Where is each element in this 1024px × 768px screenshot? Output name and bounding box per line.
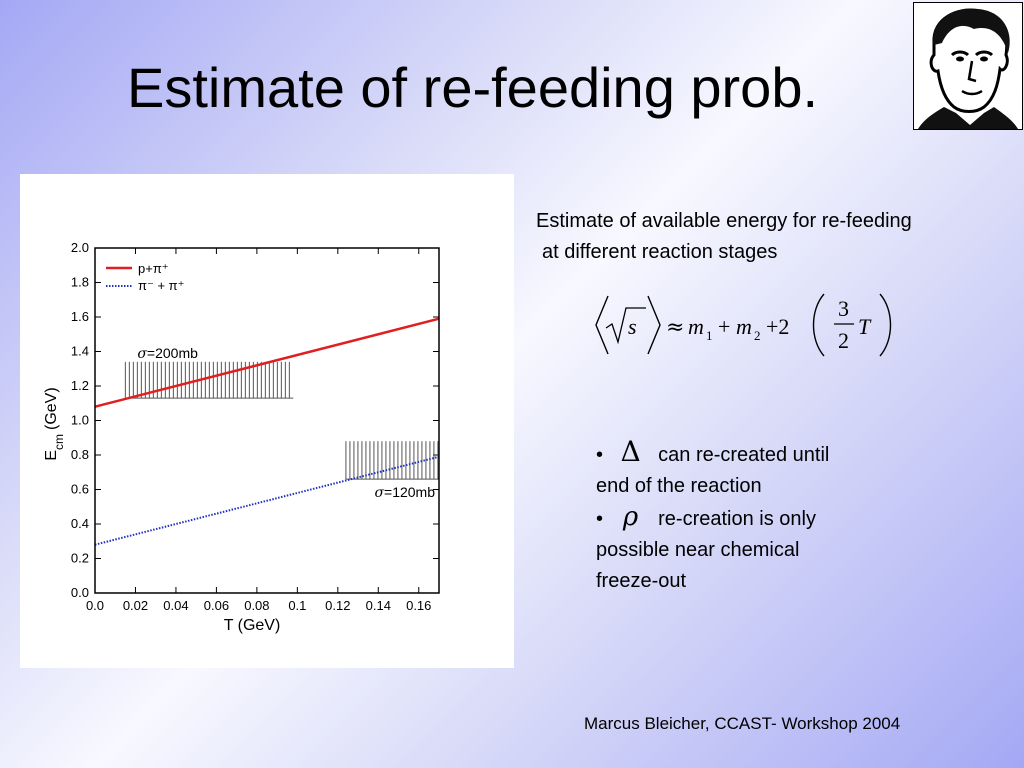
formula-frac-num: 3 (838, 296, 849, 321)
bullet-rho-text-3: freeze-out (596, 570, 687, 592)
x-axis-label: T (GeV) (224, 617, 281, 634)
formula-m1: m (688, 314, 704, 339)
y-tick-label: 1.0 (71, 413, 89, 428)
portrait-image (913, 2, 1023, 130)
x-tick-label: 0.1 (288, 598, 306, 613)
band-label: σ=200mb (137, 345, 198, 362)
description-line-1: Estimate of available energy for re-feed… (536, 210, 912, 232)
y-tick-label: 1.6 (71, 309, 89, 324)
rho-symbol: ρ (622, 502, 639, 532)
series-line-0 (94, 317, 440, 408)
formula-s: s (628, 314, 637, 339)
chart-panel: 0.0 0.02 0.04 0.06 0.08 0.1 0.12 0.14 0.16 0.0 0.2… (20, 174, 514, 668)
formula-frac-den: 2 (838, 328, 849, 353)
delta-symbol: Δ (620, 435, 641, 468)
y-tick-label: 1.4 (71, 344, 89, 359)
y-tick-label: 0.4 (71, 516, 89, 531)
description: Estimate of available energy for re-feed… (536, 206, 912, 268)
slide-title: Estimate of re-feeding prob. (127, 56, 819, 119)
y-tick-label: 0.8 (71, 447, 89, 462)
energy-formula: s ≈ m 1 + m 2 +2 3 2 T (595, 293, 892, 357)
series-line-1 (94, 455, 440, 546)
formula-T: T (858, 314, 872, 339)
y-tick-label: 0.2 (71, 551, 89, 566)
formula-m2-sub: 2 (754, 328, 761, 343)
x-tick-label: 0.12 (325, 598, 350, 613)
bullet-dot: • (596, 508, 604, 530)
formula-sqrt-sign (605, 307, 646, 345)
goethe-portrait-icon (918, 8, 1018, 129)
bullet-delta: • Δ can re-created until (596, 436, 916, 471)
x-tick-label: 0.04 (163, 598, 188, 613)
bullet-rho-text-2: possible near chemical (596, 539, 800, 561)
plot-frame (94, 247, 440, 594)
formula-m2: m (736, 314, 752, 339)
y-tick-label: 2.0 (71, 240, 89, 255)
band-label: σ=120mb (374, 484, 435, 501)
x-tick-label: 0.16 (406, 598, 431, 613)
formula-plus-2: +2 (766, 314, 789, 339)
x-tick-label: 0.14 (366, 598, 391, 613)
bullet-dot: • (596, 444, 604, 466)
legend-label-p-pi: p+π⁺ (138, 261, 169, 276)
y-tick-label: 0.6 (71, 482, 89, 497)
formula-plus-1: + (718, 314, 730, 339)
y-tick-label: 0.0 (71, 585, 89, 600)
formula-right-paren (879, 293, 892, 357)
bullet-delta-text-2: end of the reaction (596, 475, 762, 497)
y-tick-label: 1.2 (71, 378, 89, 393)
bullet-list: • Δ can re-created until end of the reac… (596, 436, 916, 597)
formula-left-paren (812, 293, 825, 357)
formula-approx: ≈ (666, 315, 684, 340)
formula-m1-sub: 1 (706, 328, 713, 343)
formula-right-angle (647, 295, 661, 355)
legend-label-pi-pi: π⁻ + π⁺ (138, 278, 184, 293)
x-tick-label: 0.02 (123, 598, 148, 613)
y-tick-label: 1.8 (71, 275, 89, 290)
bullet-rho: • ρ re-creation is only (596, 502, 916, 535)
description-line-2: at different reaction stages (542, 241, 778, 263)
formula-left-angle (595, 295, 609, 355)
energy-vs-temperature-chart: 0.0 0.02 0.04 0.06 0.08 0.1 0.12 0.14 0.16 0.0 0.2… (43, 240, 440, 634)
x-tick-label: 0.0 (86, 598, 104, 613)
footer-credit: Marcus Bleicher, CCAST- Workshop 2004 (584, 714, 901, 733)
bullet-delta-text-1: can re-created until (658, 444, 830, 466)
x-tick-label: 0.06 (204, 598, 229, 613)
y-axis-label: Ecm(GeV) (43, 387, 66, 460)
x-tick-label: 0.08 (244, 598, 269, 613)
bullet-rho-text-1: re-creation is only (658, 508, 816, 530)
